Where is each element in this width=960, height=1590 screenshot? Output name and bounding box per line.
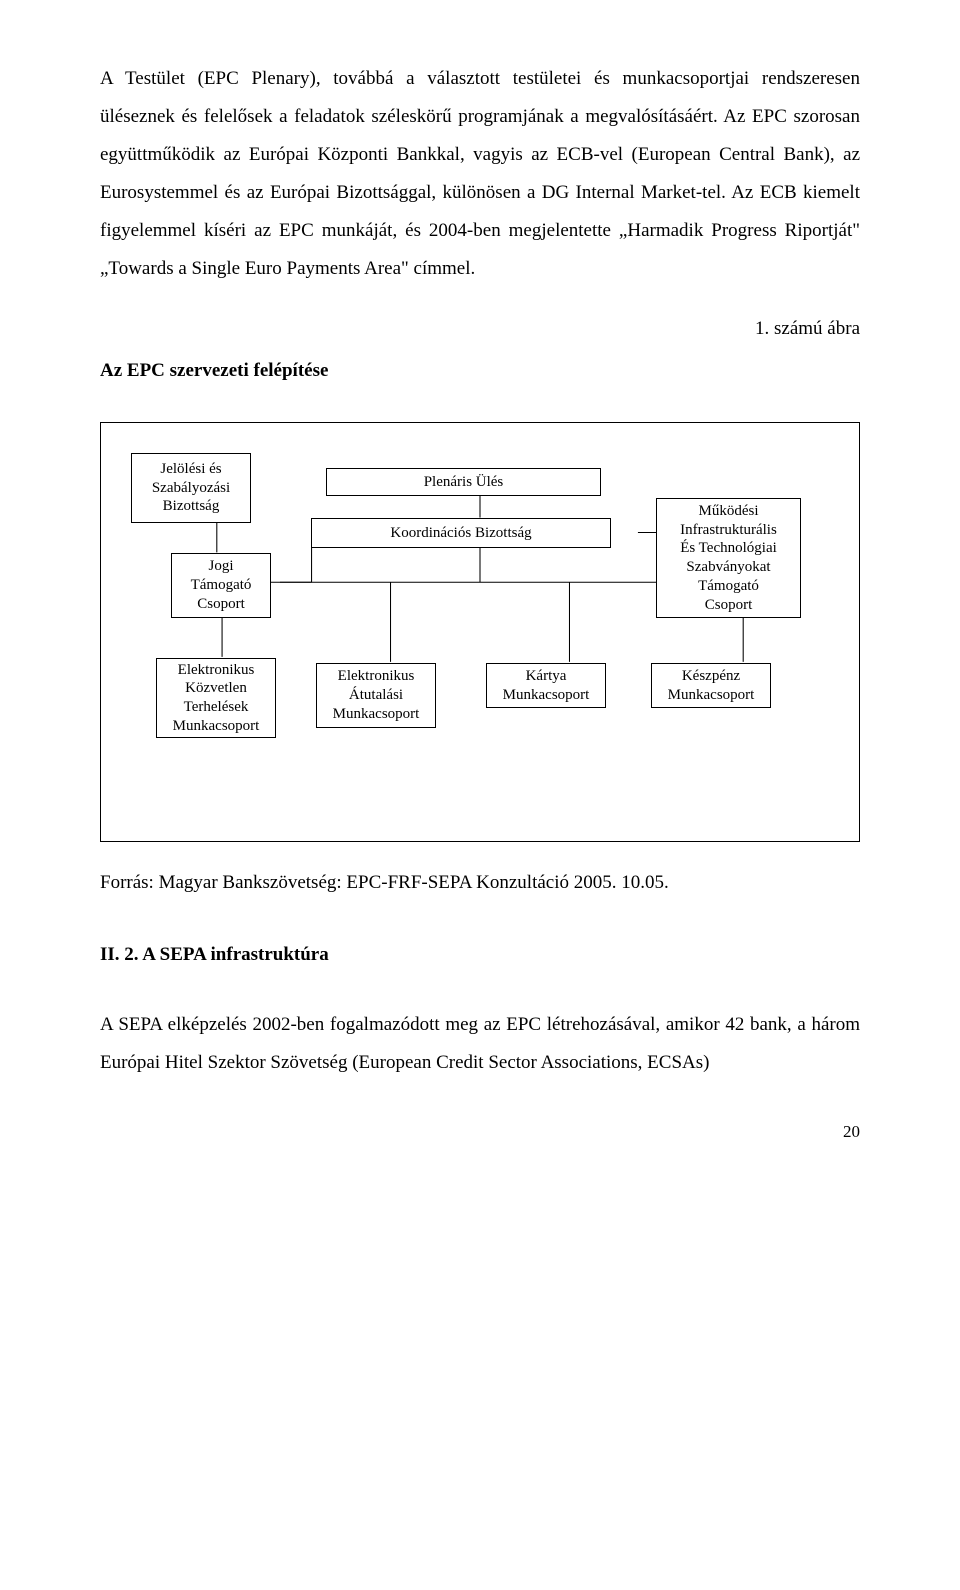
document-page: A Testület (EPC Plenary), továbbá a vála… bbox=[0, 0, 960, 1182]
node-jelolesi: Jelölési ésSzabályozásiBizottság bbox=[131, 453, 251, 523]
node-label: KártyaMunkacsoport bbox=[503, 667, 590, 705]
node-mukodesi: MűködésiInfrastrukturálisÉs Technológiai… bbox=[656, 498, 801, 618]
node-label: JogiTámogatóCsoport bbox=[191, 557, 252, 613]
node-kartya: KártyaMunkacsoport bbox=[486, 663, 606, 708]
node-elektronikus-kozvetlen: ElektronikusKözvetlenTerhelésekMunkacsop… bbox=[156, 658, 276, 738]
paragraph-2: A SEPA elképzelés 2002-ben fogalmazódott… bbox=[100, 1006, 860, 1082]
node-koord: Koordinációs Bizottság bbox=[311, 518, 611, 548]
node-elektronikus-atutalasi: ElektronikusÁtutalásiMunkacsoport bbox=[316, 663, 436, 728]
page-number: 20 bbox=[100, 1122, 860, 1142]
org-chart-diagram: Jelölési ésSzabályozásiBizottság JogiTám… bbox=[100, 422, 860, 842]
node-label: Jelölési ésSzabályozásiBizottság bbox=[152, 460, 230, 516]
node-keszpenz: KészpénzMunkacsoport bbox=[651, 663, 771, 708]
figure-source: Forrás: Magyar Bankszövetség: EPC-FRF-SE… bbox=[100, 872, 860, 894]
paragraph-1: A Testület (EPC Plenary), továbbá a vála… bbox=[100, 60, 860, 288]
node-label: ElektronikusKözvetlenTerhelésekMunkacsop… bbox=[173, 661, 260, 736]
node-label: Plenáris Ülés bbox=[424, 473, 504, 492]
node-plenaris: Plenáris Ülés bbox=[326, 468, 601, 496]
node-label: KészpénzMunkacsoport bbox=[668, 667, 755, 705]
figure-title: Az EPC szervezeti felépítése bbox=[100, 360, 860, 382]
node-jogi: JogiTámogatóCsoport bbox=[171, 553, 271, 618]
node-label: ElektronikusÁtutalásiMunkacsoport bbox=[333, 667, 420, 723]
node-label: MűködésiInfrastrukturálisÉs Technológiai… bbox=[680, 502, 777, 615]
figure-number-label: 1. számú ábra bbox=[100, 318, 860, 340]
section-heading: II. 2. A SEPA infrastruktúra bbox=[100, 944, 860, 966]
node-label: Koordinációs Bizottság bbox=[390, 524, 531, 543]
